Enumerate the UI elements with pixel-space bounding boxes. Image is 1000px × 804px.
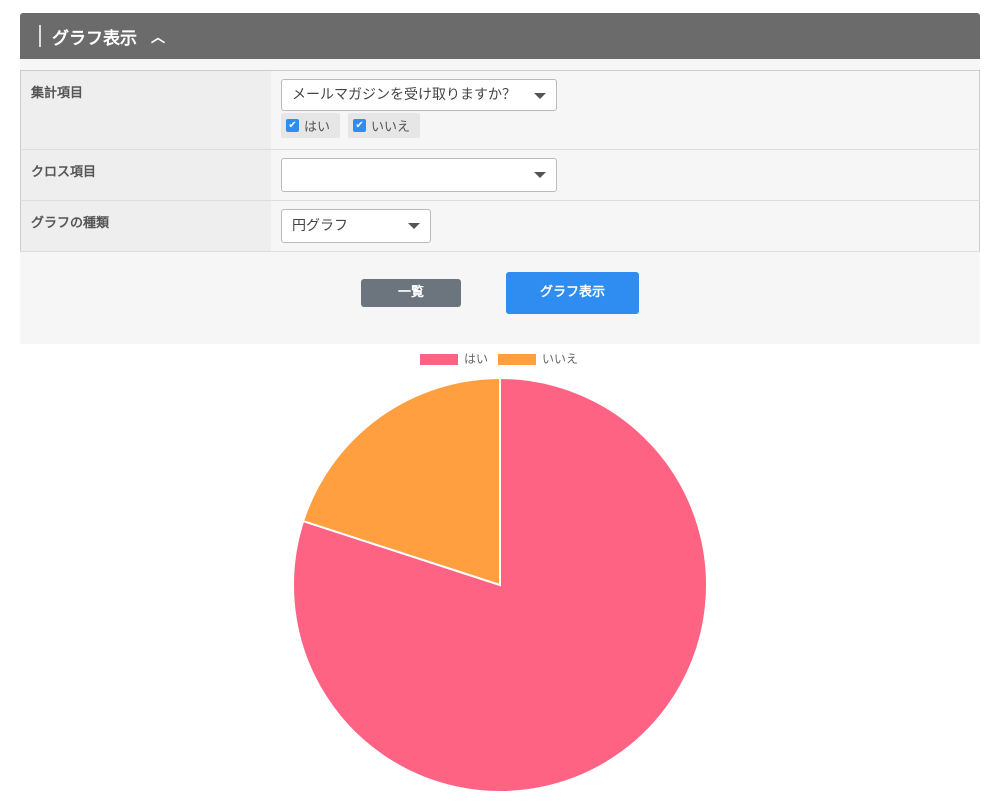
chart-type-select[interactable]: 円グラフ xyxy=(281,209,431,243)
list-button[interactable]: 一覧 xyxy=(361,279,461,307)
cross-item-select[interactable] xyxy=(281,158,557,192)
checkbox-yes[interactable]: ✔ はい xyxy=(281,113,341,138)
settings-panel: 集計項目 メールマガジンを受け取りますか？ ✔ はい ✔ いいえ クロス項目 グラフの… xyxy=(20,59,980,344)
legend-label: いいえ xyxy=(542,352,579,366)
settings-table: 集計項目 メールマガジンを受け取りますか？ ✔ はい ✔ いいえ クロス項目 グラフの… xyxy=(20,70,980,252)
legend-item-no[interactable]: いいえ xyxy=(498,350,578,367)
legend-swatch xyxy=(498,354,537,365)
aggregate-item-select[interactable]: メールマガジンを受け取りますか？ xyxy=(281,79,557,111)
checkbox-no[interactable]: ✔ いいえ xyxy=(348,113,421,138)
checkbox-label: いいえ xyxy=(371,120,411,135)
select-value: メールマガジンを受け取りますか？ xyxy=(292,87,516,103)
show-graph-button[interactable]: グラフ表示 xyxy=(506,272,639,314)
header-accent-bar xyxy=(39,25,41,47)
legend-label: はい xyxy=(464,352,489,366)
legend-item-yes[interactable]: はい xyxy=(420,350,488,367)
dropdown-arrow-icon xyxy=(534,172,546,178)
chart-legend: はい いいえ xyxy=(420,350,578,367)
pie-slice-2[interactable] xyxy=(301,376,501,587)
chevron-up-icon[interactable]: ︿ xyxy=(151,30,165,46)
checkbox-label: はい xyxy=(304,120,331,135)
row-label: 集計項目 xyxy=(20,70,271,150)
row-label: クロス項目 xyxy=(20,149,271,201)
section-header[interactable]: グラフ表示 ︿ xyxy=(20,13,980,59)
select-value: 円グラフ xyxy=(292,218,348,234)
checkmark-icon: ✔ xyxy=(286,119,299,132)
row-label: グラフの種類 xyxy=(20,200,271,252)
section-title: グラフ表示 xyxy=(52,29,137,49)
dropdown-arrow-icon xyxy=(534,93,546,99)
checkmark-icon: ✔ xyxy=(353,119,367,132)
legend-swatch xyxy=(420,354,458,365)
dropdown-arrow-icon xyxy=(408,223,420,229)
